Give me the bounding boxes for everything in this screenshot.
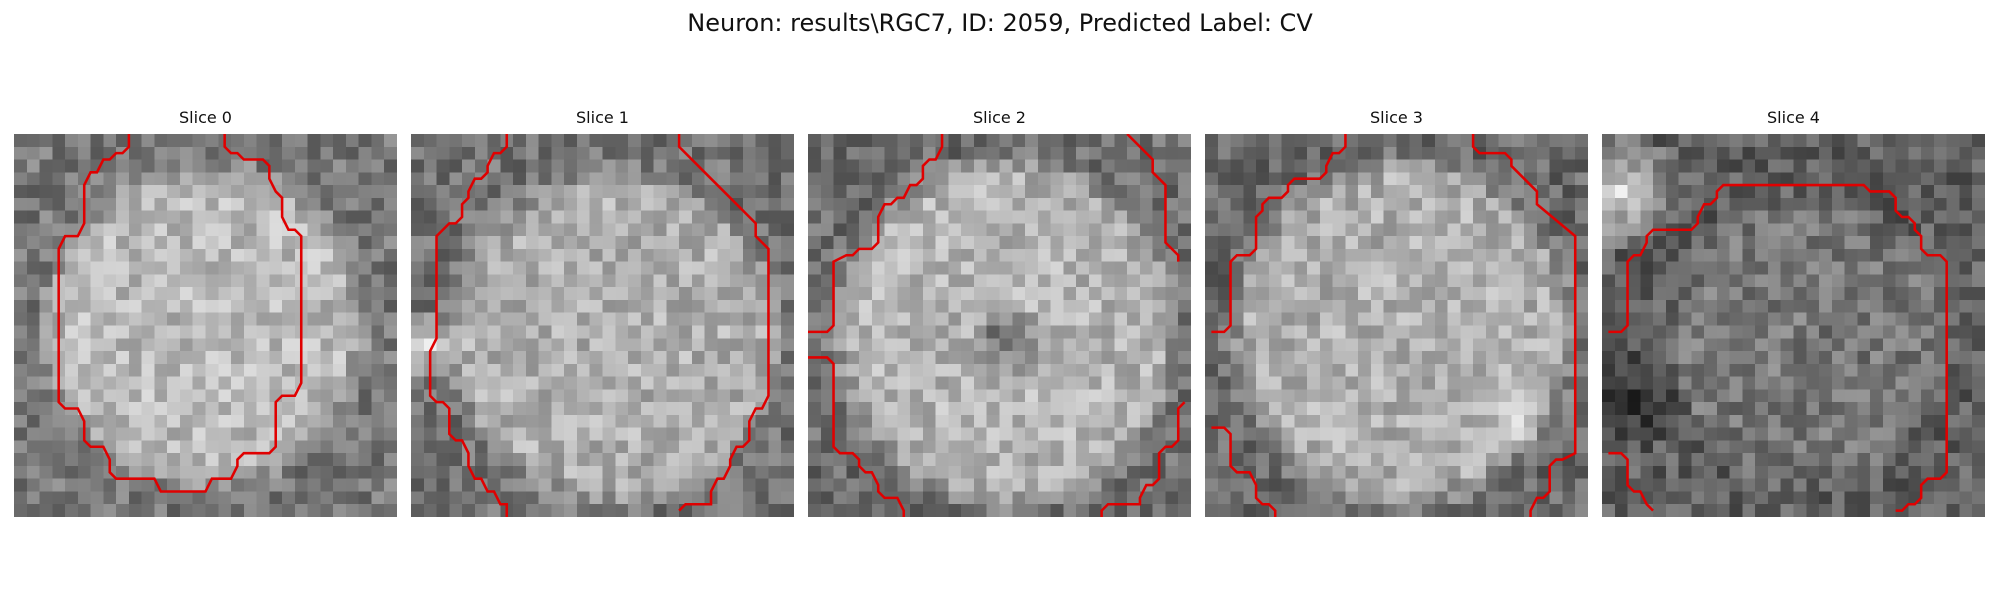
contour-line	[808, 134, 944, 334]
slice-panel-3: Slice 3	[1205, 108, 1588, 517]
slice-panel-4: Slice 4	[1602, 108, 1985, 517]
slice-title: Slice 3	[1370, 108, 1423, 127]
slice-title: Slice 1	[576, 108, 629, 127]
figure-title: Neuron: results\RGC7, ID: 2059, Predicte…	[687, 9, 1313, 37]
slice-title: Slice 0	[179, 108, 232, 127]
slice-panel-0: Slice 0	[14, 108, 397, 517]
contour-line	[1608, 183, 1948, 512]
grayscale-patch-icon	[1602, 134, 1985, 517]
contour-line	[677, 134, 770, 512]
slice-title: Slice 4	[1767, 108, 1820, 127]
slice-panel-1: Slice 1	[411, 108, 794, 517]
contour-line	[1608, 451, 1654, 512]
contour-line	[1100, 401, 1186, 517]
contour-overlay	[808, 134, 1186, 517]
contour-line	[57, 134, 303, 493]
contour-overlay	[1608, 183, 1948, 512]
contour-line	[1471, 134, 1577, 517]
slice-panel-2: Slice 2	[808, 108, 1191, 517]
contour-line	[1211, 426, 1277, 517]
grayscale-patch-icon	[808, 134, 1191, 517]
contour-overlay	[428, 134, 770, 517]
grayscale-patch-icon	[14, 134, 397, 517]
slice-image	[1205, 134, 1588, 517]
contour-line	[1211, 134, 1347, 334]
slice-image	[14, 134, 397, 517]
contour-line	[428, 134, 509, 517]
contour-line	[1126, 134, 1180, 262]
contour-overlay	[57, 134, 303, 493]
slice-image	[808, 134, 1191, 517]
contour-line	[808, 356, 906, 517]
slice-image	[411, 134, 794, 517]
slice-image	[1602, 134, 1985, 517]
slice-title: Slice 2	[973, 108, 1026, 127]
contour-overlay	[1211, 134, 1577, 517]
